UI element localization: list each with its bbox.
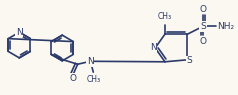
Text: O: O	[199, 4, 207, 13]
Text: N: N	[87, 57, 94, 66]
Text: O: O	[69, 74, 76, 83]
Text: N: N	[150, 44, 157, 53]
Text: N: N	[16, 28, 23, 37]
Text: CH₃: CH₃	[158, 12, 172, 21]
Text: CH₃: CH₃	[86, 75, 100, 84]
Text: S: S	[187, 56, 192, 65]
Text: NH₂: NH₂	[217, 22, 234, 31]
Text: O: O	[199, 37, 207, 46]
Text: S: S	[200, 22, 206, 31]
